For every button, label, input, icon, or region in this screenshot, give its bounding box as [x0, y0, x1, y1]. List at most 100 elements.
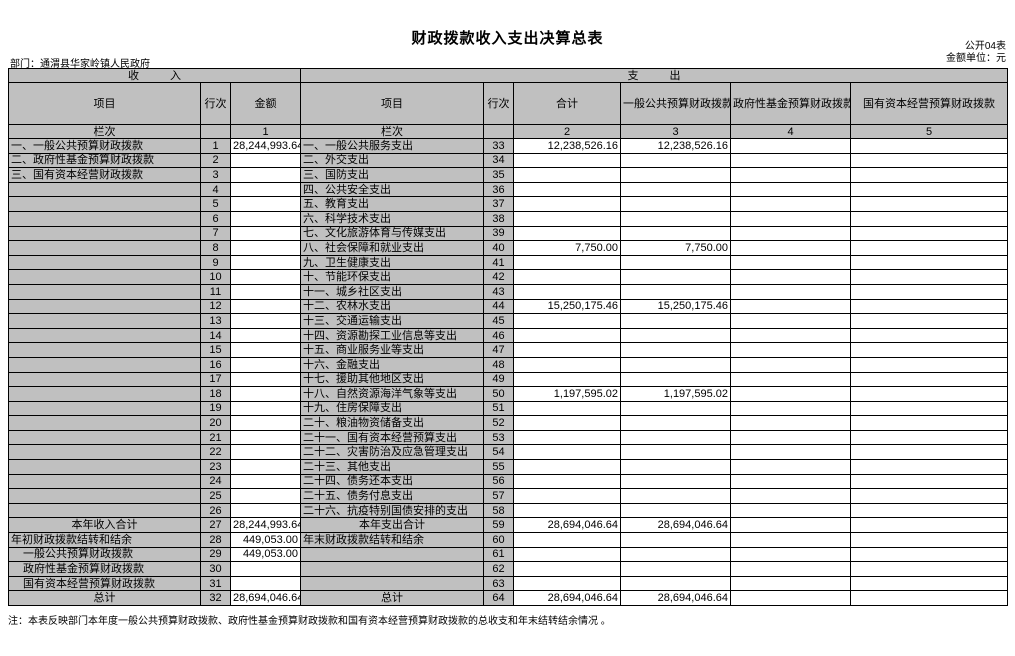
- expense-line-cell: 39: [483, 225, 514, 242]
- expense-item-cell: 十四、资源勘探工业信息等支出: [300, 327, 484, 344]
- expense-gov-fund-cell: [730, 356, 851, 373]
- income-item-cell: [8, 210, 201, 227]
- expense-gov-fund-cell: [730, 342, 851, 358]
- section-header-row: 收 入 支 出: [8, 68, 1008, 83]
- expense-line-cell: 46: [483, 327, 514, 344]
- income-item-cell: 国有资本经营预算财政拨款: [8, 575, 201, 592]
- income-colindex-1: 1: [230, 124, 301, 139]
- expense-item-cell: 十七、援助其他地区支出: [300, 371, 484, 388]
- income-line-cell: 16: [200, 356, 231, 373]
- expense-total-cell: [513, 502, 621, 519]
- expense-item-cell: [300, 546, 484, 563]
- expense-gov-fund-cell: [730, 269, 851, 285]
- expense-state-capital-cell: [850, 502, 1008, 519]
- expense-gov-fund-cell: [730, 400, 851, 417]
- income-item-cell: [8, 502, 201, 519]
- income-amount-cell: [230, 283, 301, 300]
- income-line-cell: 7: [200, 225, 231, 242]
- income-line-cell: 10: [200, 269, 231, 285]
- income-line-cell: 4: [200, 181, 231, 198]
- unit-label: 金额单位：元: [946, 53, 1006, 64]
- expense-total-cell: 28,694,046.64: [513, 517, 621, 534]
- income-item-cell: 总计: [8, 590, 201, 606]
- expense-item-cell: 二十六、抗疫特别国债安排的支出: [300, 502, 484, 519]
- income-item-cell: [8, 313, 201, 329]
- income-amount-cell: [230, 561, 301, 577]
- income-amount-cell: [230, 225, 301, 242]
- income-amount-header: 金额: [230, 82, 301, 125]
- expense-state-capital-header: 国有资本经营预算财政拨款: [850, 82, 1008, 125]
- expense-total-cell: [513, 254, 621, 271]
- income-item-cell: 年初财政拨款结转和结余: [8, 532, 201, 548]
- table-row: 二、政府性基金预算财政拨款 2 二、外交支出 34: [8, 152, 1008, 169]
- income-line-cell: 26: [200, 502, 231, 519]
- expense-gov-fund-header: 政府性基金预算财政拨款: [730, 82, 851, 125]
- income-amount-cell: [230, 167, 301, 183]
- expense-item-cell: 二十、粮油物资储备支出: [300, 415, 484, 431]
- expense-line-cell: 57: [483, 488, 514, 504]
- income-amount-cell: [230, 356, 301, 373]
- expense-general-budget-cell: [620, 400, 731, 417]
- expense-general-budget-cell: [620, 429, 731, 446]
- expense-line-cell: 47: [483, 342, 514, 358]
- expense-colindex-blank: [483, 124, 514, 139]
- expense-gov-fund-cell: [730, 459, 851, 475]
- income-item-cell: [8, 283, 201, 300]
- table-row: 本年收入合计 27 28,244,993.64 本年支出合计 59 28,694,046.…: [8, 517, 1008, 534]
- expense-general-budget-cell: 28,694,046.64: [620, 517, 731, 534]
- income-line-cell: 30: [200, 561, 231, 577]
- expense-state-capital-cell: [850, 240, 1008, 256]
- expense-item-header: 项目: [300, 82, 484, 125]
- income-line-cell: 20: [200, 415, 231, 431]
- expense-general-budget-cell: [620, 415, 731, 431]
- expense-line-cell: 50: [483, 386, 514, 402]
- expense-total-cell: [513, 342, 621, 358]
- expense-state-capital-cell: [850, 400, 1008, 417]
- expense-line-cell: 42: [483, 269, 514, 285]
- expense-state-capital-cell: [850, 313, 1008, 329]
- expense-general-budget-cell: [620, 327, 731, 344]
- table-row: 22 二十二、灾害防治及应急管理支出 54: [8, 444, 1008, 461]
- expense-state-capital-cell: [850, 342, 1008, 358]
- expense-line-cell: 64: [483, 590, 514, 606]
- expense-total-cell: [513, 269, 621, 285]
- expense-line-cell: 36: [483, 181, 514, 198]
- expense-general-budget-cell: [620, 444, 731, 461]
- table-row: 17 十七、援助其他地区支出 49: [8, 371, 1008, 388]
- expense-state-capital-cell: [850, 196, 1008, 212]
- table-row: 18 十八、自然资源海洋气象等支出 50 1,197,595.02 1,197,595.…: [8, 386, 1008, 402]
- income-item-cell: [8, 488, 201, 504]
- expense-item-cell: 年末财政拨款结转和结余: [300, 532, 484, 548]
- expense-line-cell: 34: [483, 152, 514, 169]
- expense-line-cell: 40: [483, 240, 514, 256]
- income-item-cell: [8, 429, 201, 446]
- expense-item-cell: 七、文化旅游体育与传媒支出: [300, 225, 484, 242]
- expense-item-cell: 十二、农林水支出: [300, 298, 484, 315]
- expense-general-budget-header: 一般公共预算财政拨款: [620, 82, 731, 125]
- expense-gov-fund-cell: [730, 371, 851, 388]
- expense-state-capital-cell: [850, 298, 1008, 315]
- expense-item-cell: 六、科学技术支出: [300, 210, 484, 227]
- expense-state-capital-cell: [850, 575, 1008, 592]
- expense-total-cell: [513, 167, 621, 183]
- income-item-cell: [8, 356, 201, 373]
- expense-colindex-5: 5: [850, 124, 1008, 139]
- income-amount-cell: 28,244,993.64: [230, 517, 301, 534]
- expense-general-budget-cell: [620, 356, 731, 373]
- income-line-cell: 29: [200, 546, 231, 563]
- expense-general-budget-cell: [620, 546, 731, 563]
- table-row: 19 十九、住房保障支出 51: [8, 400, 1008, 417]
- expense-gov-fund-cell: [730, 517, 851, 534]
- income-item-cell: [8, 254, 201, 271]
- expense-total-cell: 12,238,526.16: [513, 138, 621, 154]
- income-amount-cell: [230, 488, 301, 504]
- table-row: 21 二十一、国有资本经营预算支出 53: [8, 429, 1008, 446]
- expense-item-cell: 二十四、债务还本支出: [300, 473, 484, 490]
- expense-line-cell: 60: [483, 532, 514, 548]
- income-line-cell: 23: [200, 459, 231, 475]
- expense-gov-fund-cell: [730, 152, 851, 169]
- income-amount-cell: [230, 313, 301, 329]
- income-item-cell: [8, 400, 201, 417]
- table-row: 10 十、节能环保支出 42: [8, 269, 1008, 285]
